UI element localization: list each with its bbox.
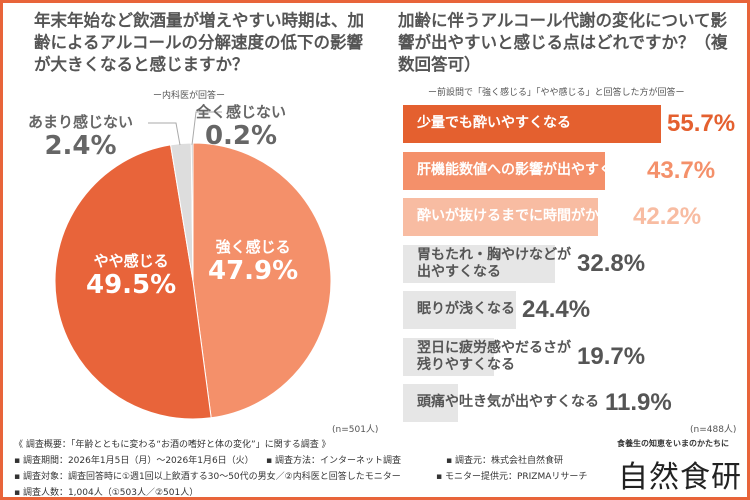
brand-tagline: 食養生の知恵をいまのかたちに [617, 439, 729, 448]
left-subtitle: ー内科医が回答ー [153, 91, 226, 101]
brand-logo: 自然食研 [618, 460, 742, 495]
pie-slice [54, 144, 212, 420]
footer-period: ▪ 調査期間：2026年1月5日（月）～2026年1月6日（火） [14, 456, 254, 466]
bar [403, 105, 661, 143]
footer-provider: ▪ モニター提供元：PRIZMAリサーチ [436, 472, 588, 482]
bar [403, 291, 517, 329]
left-sample-size: (n=501人) [332, 425, 379, 435]
leader-line [191, 111, 222, 146]
bar-label: 胃もたれ・胸やけなどが 出やすくなる [417, 246, 571, 280]
bar-value: 42.2% [633, 203, 702, 230]
bar [403, 198, 599, 236]
bar-value: 24.4% [522, 296, 591, 323]
footer-target: ▪ 調査対象：調査回答時に①週1回以上飲酒する30～50代の男女／②内科医と回答… [14, 472, 401, 482]
bar-label: 頭痛や吐き気が出やすくなる [417, 394, 599, 410]
right-sample-size: (n=488人) [690, 425, 737, 435]
footer-source: ▪ 調査元：株式会社自然食研 [446, 456, 563, 466]
footer-method: ▪ 調査方法：インターネット調査 [266, 456, 401, 466]
bar-label: 眠りが浅くなる [417, 301, 515, 317]
footer-overview: 《 調査概要：「年齢とともに変わる“お酒の嗜好と体の変化”」に関する調査 》 [14, 440, 331, 450]
bar [403, 151, 606, 190]
bar-label: 酔いが抜けるまでに時間がかかる [417, 208, 627, 224]
bar-value: 55.7% [667, 110, 736, 137]
bar [403, 244, 555, 283]
right-chart-title: 加齢に伴うアルコール代謝の変化について影響が出やすいと感じる点はどれですか？（複… [398, 11, 728, 74]
bar-value: 43.7% [647, 156, 716, 184]
bar-value: 11.9% [605, 389, 672, 416]
bar-label: 翌日に疲労感やだるさが 残りやすくなる [417, 339, 571, 373]
pie-label-strong: 強く感じる 47.9% [208, 238, 299, 286]
footer-count: ▪ 調査人数：1,004人（①503人／②501人） [14, 488, 199, 498]
leader-line [148, 122, 181, 146]
bar [403, 337, 495, 376]
pie-label-none: 全く感じない 0.2% [196, 103, 287, 151]
bar-label: 少量でも酔いやすくなる [417, 115, 571, 131]
bar-value: 32.8% [577, 249, 646, 277]
pie-label-somewhat: やや感じる 49.5% [86, 252, 177, 300]
bar-value: 19.7% [577, 342, 646, 370]
left-chart-title: 年末年始など飲酒量が増えやすい時期は、加齢によるアルコールの分解速度の低下の影響… [34, 11, 364, 74]
bar-label: 肝機能数値への影響が出やすくなる [417, 161, 641, 178]
pie-label-little: あまり感じない 2.4% [28, 113, 134, 161]
right-subtitle: ー前設問で「強く感じる」「やや感じる」と回答した方が回答ー [428, 88, 685, 98]
pie-slice [192, 142, 332, 419]
bar [403, 384, 459, 422]
